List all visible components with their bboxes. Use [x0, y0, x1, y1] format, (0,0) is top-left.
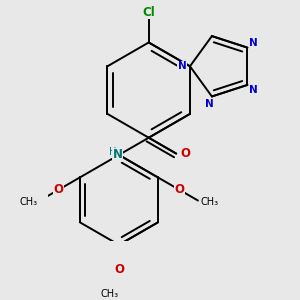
Text: O: O [53, 184, 63, 196]
Text: O: O [181, 147, 190, 160]
Text: O: O [114, 263, 124, 277]
Text: N: N [205, 99, 214, 109]
Text: N: N [112, 148, 123, 161]
Text: CH₃: CH₃ [20, 197, 38, 207]
Text: N: N [249, 38, 258, 48]
Text: H: H [109, 147, 116, 157]
Text: O: O [175, 184, 184, 196]
Text: N: N [178, 61, 186, 71]
Text: Cl: Cl [142, 5, 155, 19]
Text: N: N [249, 85, 258, 94]
Text: CH₃: CH₃ [101, 289, 119, 299]
Text: CH₃: CH₃ [200, 197, 218, 207]
